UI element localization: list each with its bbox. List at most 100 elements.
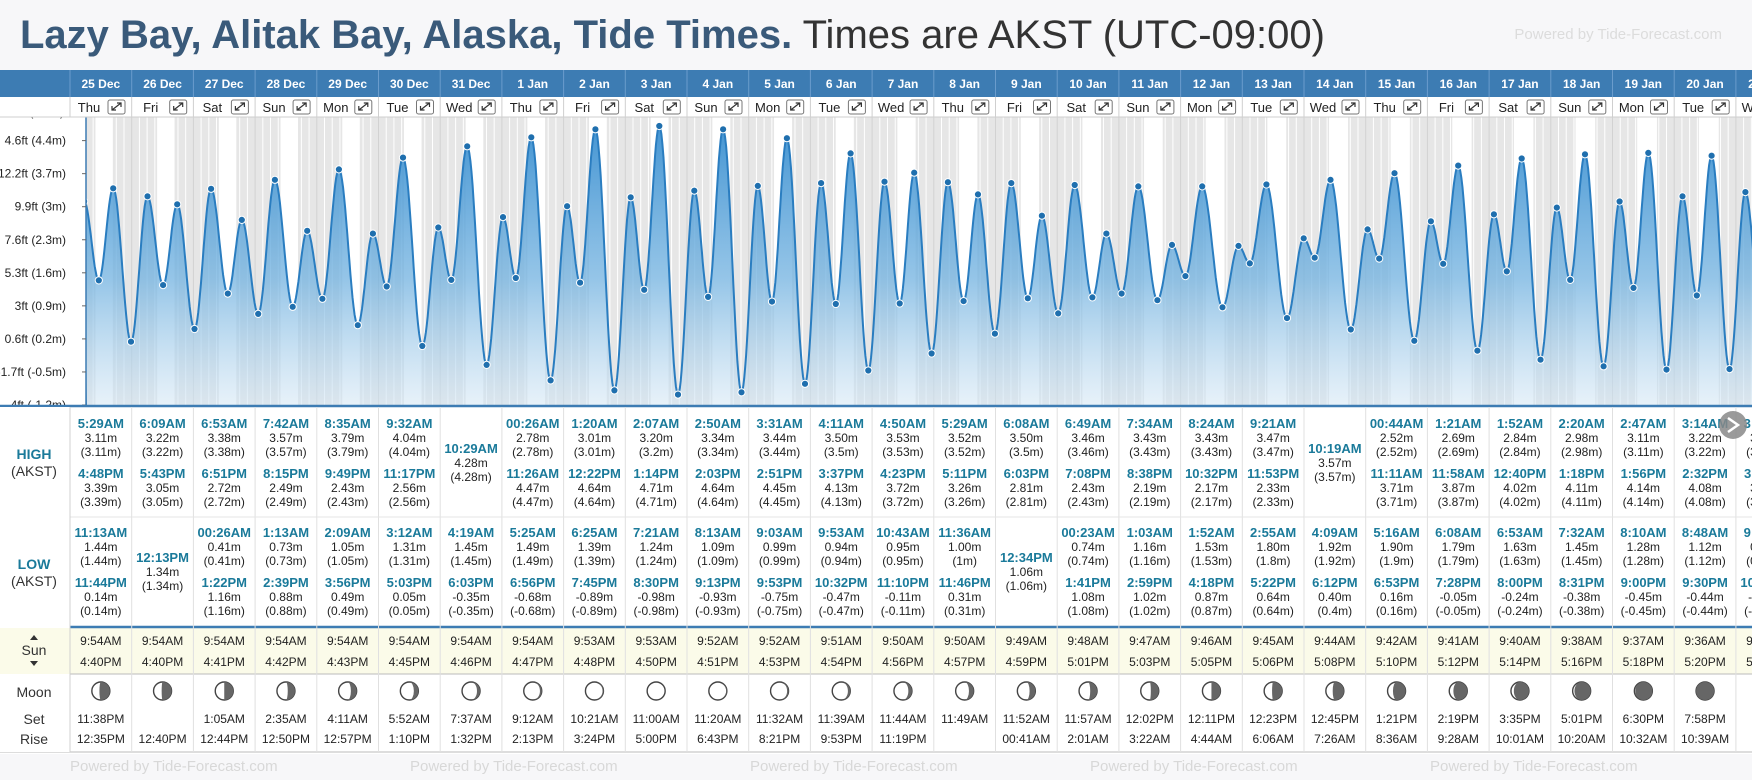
high-tide-height: 4.11m xyxy=(1565,481,1597,495)
moonrise-time: 2:01AM xyxy=(1067,732,1108,746)
low-tide-time: 9:30PM xyxy=(1682,575,1728,590)
tide-extremum-point xyxy=(1426,217,1436,226)
tide-extremum-point xyxy=(398,153,408,162)
tide-extremum-point xyxy=(303,226,312,235)
high-tide-height: 2.84m xyxy=(1503,431,1536,445)
moon-shadow xyxy=(1635,682,1653,700)
high-tide-time: 8:15PM xyxy=(263,466,309,481)
high-tide-height: 2.17m xyxy=(1195,481,1228,495)
moonset-time: 12:11PM xyxy=(1188,712,1235,726)
sunset-time: 4:46PM xyxy=(450,655,491,669)
high-tide-time: 5:29AM xyxy=(78,416,124,431)
moon-row-label: Moon xyxy=(16,684,51,700)
tide-extremum-point xyxy=(1678,192,1687,201)
tide-extremum-point xyxy=(288,302,297,311)
high-tide-time: 11:58AM xyxy=(1432,466,1485,481)
high-tide-height: 4.64m xyxy=(701,481,734,495)
moon-shadow xyxy=(1026,682,1036,700)
low-tide-height-metric: (1.44m) xyxy=(80,554,121,568)
date-label: 4 Jan xyxy=(703,77,734,91)
expand-arrows-icon xyxy=(1098,102,1109,111)
high-tide-time: 8:35AM xyxy=(325,416,371,431)
high-tide-time: 1:52AM xyxy=(1497,416,1543,431)
low-tide-time: 6:08AM xyxy=(1435,525,1481,540)
high-tide-height: 3.72m xyxy=(886,481,919,495)
high-tide-height-metric: (2.72m) xyxy=(204,495,245,509)
expand-arrows-icon xyxy=(1468,102,1479,111)
high-tide-time: 3:31AM xyxy=(756,416,802,431)
weekday-label: Fri xyxy=(1439,100,1454,115)
tide-extremum-point xyxy=(126,337,136,346)
sunset-time: 4:53PM xyxy=(759,655,800,669)
low-tide-height-metric: (1.53m) xyxy=(1191,554,1232,568)
high-tide-height: 3.79m xyxy=(331,431,364,445)
moonset-time: 11:32AM xyxy=(756,712,803,726)
low-tide-height: 1.63m xyxy=(1503,540,1536,554)
low-tide-height: -0.35m xyxy=(452,590,489,604)
low-tide-time: 8:30PM xyxy=(633,575,679,590)
low-tide-height-metric: (-0.47m) xyxy=(819,604,864,618)
tide-extremum-point xyxy=(846,149,855,158)
high-tide-height-metric: (2.78m) xyxy=(512,445,553,459)
low-tide-height: 1.16m xyxy=(208,590,241,604)
moonrise-time: 00:41AM xyxy=(1002,732,1050,746)
high-tide-height: 4.04m xyxy=(393,431,426,445)
high-tide-height-metric: (4.02m) xyxy=(1499,495,1540,509)
high-tide-height-metric: (3.05m) xyxy=(142,495,183,509)
low-tide-height: 1.44m xyxy=(84,540,117,554)
expand-arrows-icon xyxy=(481,102,492,111)
low-tide-time: 5:16AM xyxy=(1373,525,1419,540)
tide-extremum-point xyxy=(546,376,555,385)
high-tide-time: 8:24AM xyxy=(1188,416,1234,431)
weekday-label: Sun xyxy=(1558,100,1581,115)
low-tide-time: 5:22PM xyxy=(1250,575,1296,590)
high-tide-height: 4.13m xyxy=(825,481,858,495)
tide-extremum-point xyxy=(1454,161,1463,170)
moonset-row-label: Set xyxy=(23,711,44,727)
sunset-time: 5:10PM xyxy=(1376,655,1417,669)
sun-label-bg xyxy=(0,628,70,674)
low-tide-height-metric: (0.74m) xyxy=(1067,554,1108,568)
moon-shadow xyxy=(161,682,172,700)
low-tide-height: 0.88m xyxy=(269,590,302,604)
moon-shadow xyxy=(1149,682,1159,700)
date-label: 10 Jan xyxy=(1069,77,1106,91)
low-tide-time: 7:32AM xyxy=(1559,525,1605,540)
high-tide-height: 3.39m xyxy=(84,481,117,495)
low-tide-height-metric: (0.49m) xyxy=(327,604,368,618)
low-tide-time: 6:03PM xyxy=(448,575,494,590)
low-tide-height-metric: (1.16m) xyxy=(1129,554,1170,568)
high-tide-height: 2.43m xyxy=(331,481,364,495)
high-tide-time: 12:22PM xyxy=(568,466,621,481)
low-tide-time: 9:03AM xyxy=(756,525,802,540)
sunset-time: 4:51PM xyxy=(697,655,738,669)
date-label: 15 Jan xyxy=(1378,77,1415,91)
sunrise-time: 9:38AM xyxy=(1561,634,1602,648)
low-tide-time: 8:10AM xyxy=(1620,525,1666,540)
title-timezone: Times are AKST (UTC-09:00) xyxy=(802,13,1325,57)
tide-extremum-point xyxy=(563,202,572,211)
date-label: 25 Dec xyxy=(81,77,120,91)
low-tide-time: 11:36AM xyxy=(938,525,991,540)
high-tide-time: 6:53AM xyxy=(201,416,247,431)
tide-extremum-point xyxy=(1234,241,1243,250)
high-tide-height: 3.71m xyxy=(1380,481,1413,495)
low-tide-height: 0.16m xyxy=(1380,590,1413,604)
sunset-time: 4:59PM xyxy=(1006,655,1047,669)
moon-shadow xyxy=(1211,682,1221,700)
tide-extremum-point xyxy=(880,177,889,186)
high-tide-height-metric: (3.39m) xyxy=(80,495,121,509)
low-tide-height: 1.09m xyxy=(701,540,734,554)
scroll-right-icon[interactable] xyxy=(1719,411,1747,439)
low-tide-height: 1.34m xyxy=(146,565,179,579)
moonset-time: 11:49AM xyxy=(941,712,988,726)
moonset-time: 12:45PM xyxy=(1311,712,1359,726)
moon-shadow xyxy=(841,682,851,700)
high-tide-height-metric: (3.53m) xyxy=(882,445,923,459)
high-tide-height-metric: (3.57m) xyxy=(1314,470,1355,484)
tide-area-layer xyxy=(86,121,1752,405)
high-tide-height-metric: (2.49m) xyxy=(265,495,306,509)
high-tide-time: 6:09AM xyxy=(139,416,185,431)
low-tide-height-metric: (1.92m) xyxy=(1314,554,1355,568)
sunrise-time: 9:50AM xyxy=(944,634,985,648)
